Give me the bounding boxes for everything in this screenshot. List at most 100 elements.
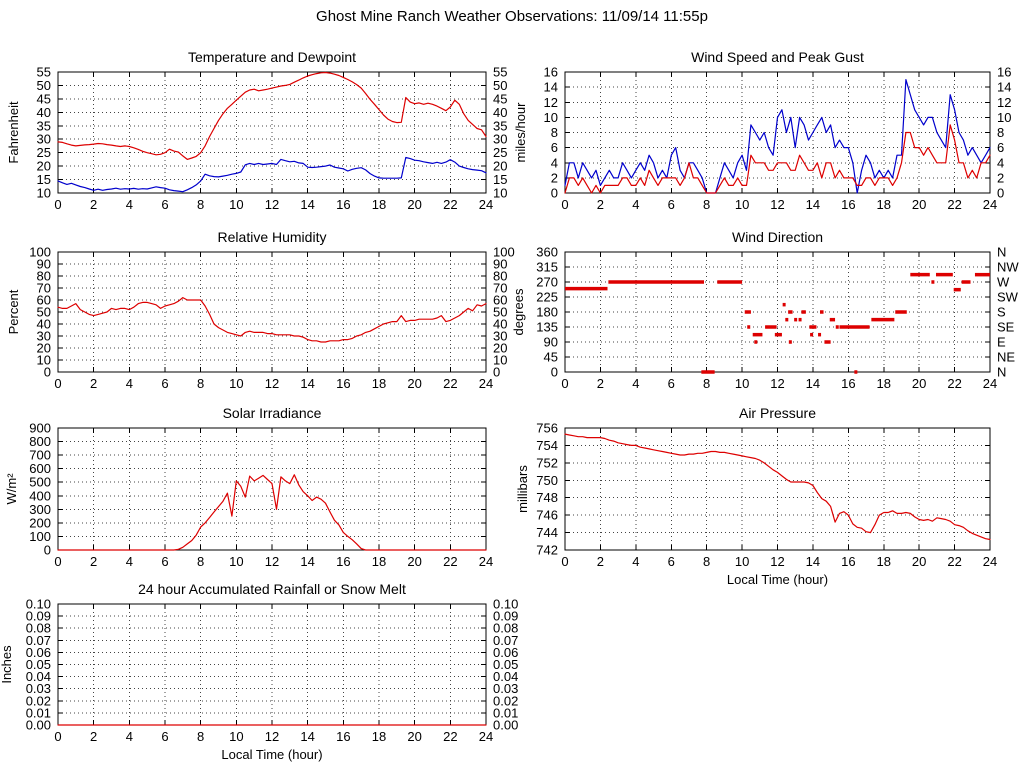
x-tick-label: 0 xyxy=(54,729,61,744)
x-tick-label: 18 xyxy=(877,554,891,569)
y-tick-label: 0.03 xyxy=(26,681,51,696)
x-tick-label: 6 xyxy=(668,376,675,391)
chart-title: Temperature and Dewpoint xyxy=(188,49,356,65)
y-tick-label: 0.09 xyxy=(26,609,51,624)
y-tick-label-right: 40 xyxy=(493,317,507,332)
x-tick-label: 22 xyxy=(947,376,961,391)
x-tick-label: 16 xyxy=(841,376,855,391)
x-tick-label: 4 xyxy=(632,197,639,212)
plot-border xyxy=(57,71,487,194)
chart-title: Wind Speed and Peak Gust xyxy=(691,49,864,65)
x-tick-label: 10 xyxy=(735,197,749,212)
y-tick-label: 40 xyxy=(37,105,51,120)
grid xyxy=(57,603,487,726)
x-tick-label: 8 xyxy=(197,197,204,212)
series-wind-speed xyxy=(564,124,991,194)
y-tick-label: 0.07 xyxy=(26,633,51,648)
y-tick-label: 0.08 xyxy=(26,621,51,636)
x-tick-label: 18 xyxy=(372,197,386,212)
direction-segments xyxy=(565,272,990,374)
y-tick-label: 0 xyxy=(551,365,558,380)
x-tick-label: 10 xyxy=(229,729,243,744)
y-tick-label-right: W xyxy=(997,275,1010,290)
y-tick-label-right: 0.04 xyxy=(493,669,518,684)
y-tick-label: 270 xyxy=(536,275,558,290)
x-tick-label: 24 xyxy=(983,376,997,391)
plot-border xyxy=(564,251,991,373)
x-tick-label: 14 xyxy=(806,554,820,569)
grid xyxy=(564,251,991,373)
y-tick-label-right: 15 xyxy=(493,172,507,187)
series-temperature xyxy=(57,71,487,160)
y-tick-label: 0 xyxy=(44,543,51,558)
x-tick-label: 16 xyxy=(336,376,350,391)
y-tick-label: 315 xyxy=(536,260,558,275)
x-tick-label: 10 xyxy=(735,554,749,569)
y-tick-label: 100 xyxy=(29,529,51,544)
y-axis-label: millibars xyxy=(515,465,530,513)
x-tick-label: 24 xyxy=(479,729,493,744)
y-tick-label-right: 80 xyxy=(493,269,507,284)
x-tick-label: 14 xyxy=(806,376,820,391)
y-tick-label-right: E xyxy=(997,335,1006,350)
y-tick-label-right: 60 xyxy=(493,293,507,308)
x-tick-label: 14 xyxy=(300,376,314,391)
y-axis-label: miles/hour xyxy=(513,102,528,163)
y-tick-label-right: 10 xyxy=(493,186,507,201)
y-tick-label: 748 xyxy=(536,490,558,505)
y-tick-label: 0.00 xyxy=(26,718,51,733)
y-tick-label-right: 0.09 xyxy=(493,609,518,624)
y-tick-label-right: 30 xyxy=(493,329,507,344)
x-tick-label: 16 xyxy=(336,197,350,212)
y-tick-label: 45 xyxy=(37,91,51,106)
y-tick-label: 20 xyxy=(37,159,51,174)
chart-title: 24 hour Accumulated Rainfall or Snow Mel… xyxy=(138,581,406,597)
x-tick-label: 2 xyxy=(90,197,97,212)
y-tick-label: 50 xyxy=(37,78,51,93)
chart-title: Wind Direction xyxy=(732,229,823,245)
y-tick-label-right: 40 xyxy=(493,105,507,120)
x-tick-label: 0 xyxy=(54,554,61,569)
x-tick-label: 2 xyxy=(90,554,97,569)
x-tick-label: 22 xyxy=(443,197,457,212)
x-tick-label: 12 xyxy=(265,376,279,391)
x-tick-label: 2 xyxy=(90,376,97,391)
x-tick-label: 4 xyxy=(126,729,133,744)
y-tick-label: 180 xyxy=(536,305,558,320)
x-tick-label: 6 xyxy=(668,554,675,569)
x-tick-label: 16 xyxy=(336,554,350,569)
y-tick-label-right: 20 xyxy=(493,159,507,174)
x-tick-label: 6 xyxy=(161,729,168,744)
y-tick-label-right: 6 xyxy=(997,140,1004,155)
y-tick-label: 744 xyxy=(536,525,558,540)
y-tick-label-right: 50 xyxy=(493,78,507,93)
y-tick-label: 360 xyxy=(536,245,558,260)
y-tick-label-right: 35 xyxy=(493,118,507,133)
y-tick-label: 20 xyxy=(37,341,51,356)
y-tick-label-right: SW xyxy=(997,290,1019,305)
x-tick-label: 8 xyxy=(703,376,710,391)
y-tick-label: 8 xyxy=(551,125,558,140)
x-tick-label: 4 xyxy=(632,376,639,391)
x-tick-label: 6 xyxy=(668,197,675,212)
y-tick-label-right: 25 xyxy=(493,145,507,160)
series-relative-humidity xyxy=(57,297,487,343)
y-tick-label: 100 xyxy=(29,245,51,260)
x-tick-label: 0 xyxy=(54,197,61,212)
y-tick-label: 55 xyxy=(37,65,51,80)
y-tick-label-right: 0.08 xyxy=(493,621,518,636)
y-tick-label: 0.05 xyxy=(26,657,51,672)
x-tick-label: 22 xyxy=(443,376,457,391)
y-tick-label: 10 xyxy=(37,186,51,201)
y-tick-label-right: 0.01 xyxy=(493,705,518,720)
chart-title: Relative Humidity xyxy=(218,229,327,245)
x-tick-label: 12 xyxy=(770,554,784,569)
y-tick-label-right: 10 xyxy=(493,353,507,368)
y-tick-label-right: 10 xyxy=(997,110,1011,125)
x-tick-label: 8 xyxy=(197,729,204,744)
y-tick-label: 0.01 xyxy=(26,705,51,720)
